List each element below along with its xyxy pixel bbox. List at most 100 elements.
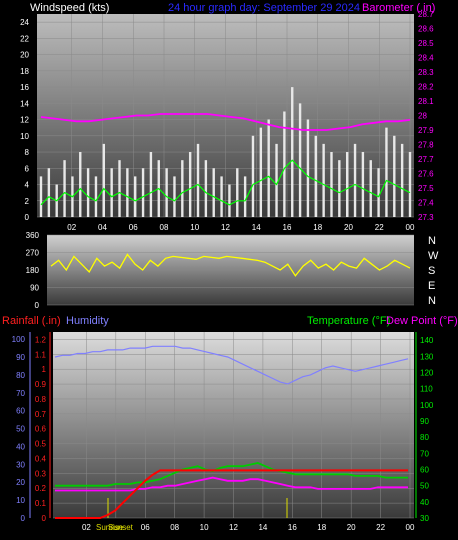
barometer-y-tick: 27.5: [418, 184, 434, 193]
temperature-y-tick: 110: [420, 385, 433, 394]
humidity-y-tick: 20: [16, 478, 25, 487]
barometer-title: Barometer (.in): [362, 2, 435, 14]
rain-x-tick: 02: [82, 523, 91, 532]
rain-x-tick: 22: [376, 523, 385, 532]
wind-x-tick: 02: [67, 223, 76, 232]
rain-x-tick: 08: [170, 523, 179, 532]
wind-y-tick: 8: [25, 148, 30, 157]
temperature-y-tick: 140: [420, 336, 434, 345]
wind-x-tick: 00: [406, 223, 415, 232]
rain-y-tick: 0.5: [35, 440, 47, 449]
compass-label: S: [428, 265, 435, 277]
wind-y-tick: 4: [25, 181, 30, 190]
temperature-y-tick: 90: [420, 417, 429, 426]
wind-x-tick: 18: [313, 223, 322, 232]
wind-y-tick: 18: [20, 67, 29, 76]
humidity-line: [54, 345, 409, 385]
wind-y-tick: 14: [20, 99, 29, 108]
wind-bars: [39, 87, 412, 217]
barometer-y-tick: 27.6: [418, 170, 434, 179]
wind-x-tick: 16: [283, 223, 292, 232]
direction-y-tick: 0: [35, 301, 40, 310]
humidity-y-tick: 100: [12, 335, 26, 344]
barometer-y-tick: 28.5: [418, 39, 434, 48]
dewpoint-title: Dew Point (°F): [386, 315, 458, 327]
barometer-y-tick: 27.7: [418, 155, 434, 164]
wind-y-tick: 24: [20, 18, 29, 27]
barometer-line: [40, 113, 411, 131]
temperature-y-tick: 50: [420, 482, 429, 491]
compass-label: E: [428, 280, 435, 292]
wind-title: Windspeed (kts): [30, 2, 109, 14]
rain-y-tick: 1.1: [35, 350, 47, 359]
dewpoint-line: [55, 476, 408, 492]
direction-line: [50, 253, 411, 277]
rain-y-tick: 0.8: [35, 395, 47, 404]
direction-y-tick: 180: [26, 266, 40, 275]
wind-y-tick: 0: [25, 213, 30, 222]
wind-y-tick: 6: [25, 164, 30, 173]
barometer-y-tick: 28.4: [418, 54, 434, 63]
humidity-y-tick: 70: [16, 389, 25, 398]
temperature-y-tick: 80: [420, 433, 429, 442]
wind-y-tick: 10: [20, 132, 29, 141]
rain-x-tick: 06: [141, 523, 150, 532]
rain-y-tick: 0.3: [35, 469, 47, 478]
temperature-y-tick: 100: [420, 401, 434, 410]
barometer-y-tick: 27.3: [418, 213, 434, 222]
wind-ticks: 02468101214161820222427.327.427.527.627.…: [20, 10, 434, 232]
rain-x-tick: 10: [200, 523, 209, 532]
direction-y-tick: 90: [30, 284, 39, 293]
rain-x-tick: 16: [288, 523, 297, 532]
humidity-y-tick: 10: [16, 496, 25, 505]
direction-y-tick: 360: [26, 231, 40, 240]
wind-x-tick: 22: [375, 223, 384, 232]
temperature-y-tick: 30: [420, 514, 429, 523]
rain-x-tick: 00: [406, 523, 415, 532]
barometer-y-tick: 28.6: [418, 25, 434, 34]
rain-y-tick: 0: [42, 514, 47, 523]
rain-x-tick: 20: [347, 523, 356, 532]
rain-line: [55, 469, 408, 519]
wind-x-tick: 20: [344, 223, 353, 232]
direction-y-tick: 270: [26, 249, 40, 258]
wind-x-tick: 08: [160, 223, 169, 232]
humidity-title: Humidity: [66, 315, 109, 327]
barometer-y-tick: 27.8: [418, 141, 434, 150]
humidity-y-tick: 90: [16, 353, 25, 362]
compass-label: W: [428, 250, 439, 262]
barometer-y-tick: 28.1: [418, 97, 434, 106]
wind-y-tick: 12: [20, 116, 29, 125]
barometer-y-tick: 28.3: [418, 68, 434, 77]
wind-x-tick: 04: [98, 223, 107, 232]
humidity-y-tick: 50: [16, 425, 25, 434]
rain-y-tick: 0.1: [35, 499, 47, 508]
rain-y-tick: 1: [42, 365, 47, 374]
humidity-y-tick: 60: [16, 407, 25, 416]
humidity-y-tick: 80: [16, 371, 25, 380]
wind-x-tick: 14: [252, 223, 261, 232]
rain-y-tick: 0.2: [35, 484, 47, 493]
wind-x-tick: 06: [129, 223, 138, 232]
barometer-y-tick: 27.9: [418, 126, 434, 135]
compass-label: N: [428, 295, 436, 307]
rain-y-tick: 0.7: [35, 410, 47, 419]
temperature-y-tick: 60: [420, 465, 429, 474]
rain-y-tick: 0.4: [35, 454, 47, 463]
rain-temp-ticks: 0 0.1 0.2 0.3 0.4 0.5 0.6 0.7 0.8 0.9 1 1.1 1.2 0 10 20…: [12, 332, 434, 532]
rain-y-tick: 0.9: [35, 380, 47, 389]
compass-label: N: [428, 235, 436, 247]
wind-y-tick: 20: [20, 51, 29, 60]
rain-y-tick: 1.2: [35, 335, 47, 344]
humidity-y-tick: 40: [16, 442, 25, 451]
graph-date-title: 24 hour graph day: September 29 2024: [168, 2, 360, 14]
temperature-y-tick: 40: [420, 498, 429, 507]
wind-x-tick: 10: [190, 223, 199, 232]
wind-x-tick: 12: [221, 223, 230, 232]
rain-y-tick: 0.6: [35, 425, 47, 434]
sunrise-label: Sunrise: [96, 523, 124, 532]
wind-y-tick: 2: [25, 197, 30, 206]
rain-x-tick: 18: [317, 523, 326, 532]
direction-grid: [47, 234, 414, 306]
